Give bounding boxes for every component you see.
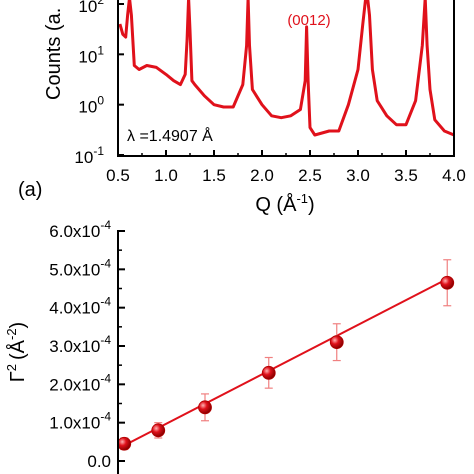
gamma-y-ticks: 0.0 1.0x10-4 2.0x10-4 3.0x10-4 4.0x10-4 5.0x1… — [49, 218, 125, 471]
xrd-y-tick-label: 10-1 — [74, 144, 104, 167]
xrd-y-axis-label: Counts (a. — [43, 8, 65, 100]
xrd-curve-group — [118, 0, 455, 137]
data-point — [440, 275, 455, 290]
data-point — [151, 423, 166, 438]
peak-label-0012: (0012) — [287, 12, 330, 29]
gamma-y-tick-label: 2.0x10-4 — [49, 371, 111, 394]
xrd-x-tick-label: 4.0 — [442, 166, 466, 185]
xrd-x-tick-label: 2.5 — [298, 166, 322, 185]
xrd-y-tick-label: 100 — [78, 94, 104, 117]
gamma-y-tick-label: 4.0x10-4 — [49, 295, 111, 318]
gamma-y-tick-label: 5.0x10-4 — [49, 256, 111, 279]
xrd-curve — [118, 0, 455, 137]
gamma-y-label-sup: 2 — [4, 364, 19, 371]
xrd-x-tick-label: 0.5 — [106, 166, 130, 185]
xrd-x-tick-label: 3.0 — [346, 166, 370, 185]
data-points-group — [117, 259, 455, 451]
xrd-x-tick-label: 2.0 — [250, 166, 274, 185]
data-point — [261, 365, 276, 380]
xrd-x-axis-label: Q (Å-1) — [255, 191, 314, 216]
gamma-squared-panel: 0.0 1.0x10-4 2.0x10-4 3.0x10-4 4.0x10-4 5.0x1… — [4, 218, 455, 474]
gamma-y-tick-label: 6.0x10-4 — [49, 218, 111, 241]
data-point — [198, 400, 212, 415]
gamma-y-tick-label: 3.0x10-4 — [49, 333, 111, 356]
fit-line — [119, 278, 448, 449]
wavelength-label: λ =1.4907 Å — [127, 126, 213, 145]
panel-label-a: (a) — [18, 179, 42, 201]
xrd-x-label-close: ) — [308, 194, 315, 216]
gamma-y-label-unit-sup: -2 — [4, 328, 19, 340]
gamma-y-tick-label: 1.0x10-4 — [49, 410, 111, 433]
xrd-y-ticks: 10-1 100 101 102 — [74, 0, 124, 167]
gamma-y-axis-label: Γ2 (Å-2) — [4, 322, 29, 382]
gamma-y-label-main: Γ — [7, 371, 29, 382]
gamma-y-label-unit: (Å — [6, 339, 29, 360]
gamma-y-tick-label: 0.0 — [87, 452, 111, 471]
xrd-x-label-main: Q (Å — [255, 193, 297, 216]
xrd-x-tick-label: 1.5 — [202, 166, 226, 185]
data-point — [117, 436, 132, 451]
data-point — [329, 335, 344, 350]
gamma-y-label-close: ) — [7, 322, 29, 329]
xrd-x-tick-label: 1.0 — [154, 166, 178, 185]
xrd-y-tick-label: 101 — [78, 43, 104, 66]
xrd-x-label-sup: -1 — [296, 191, 308, 206]
xrd-panel: 0.5 1.0 1.5 2.0 2.5 3.0 3.5 4.0 10-1 100 101 102 (… — [18, 0, 466, 216]
fit-line-group — [119, 278, 448, 449]
xrd-x-ticks: 0.5 1.0 1.5 2.0 2.5 3.0 3.5 4.0 — [106, 150, 466, 185]
xrd-y-tick-label: 102 — [78, 0, 104, 16]
xrd-x-tick-label: 3.5 — [394, 166, 418, 185]
